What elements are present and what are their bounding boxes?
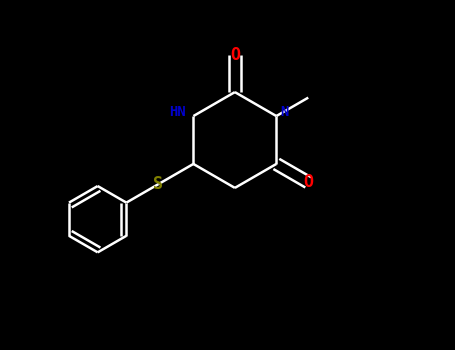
Text: HN: HN [169,105,186,119]
Text: O: O [230,46,240,64]
Text: N: N [280,105,288,119]
Text: O: O [303,173,313,191]
Text: S: S [153,175,163,193]
